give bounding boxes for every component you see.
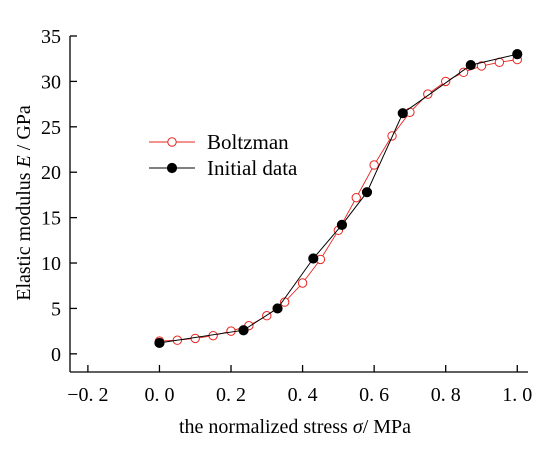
data-point-initial-data [238, 325, 249, 336]
data-point-boltzman [476, 61, 487, 71]
x-axis-title-suffix: / MPa [363, 416, 411, 438]
series-line-initial-data [159, 53, 518, 344]
data-point-initial-data [336, 219, 348, 230]
x-axis-title-symbol: σ [353, 416, 364, 438]
y-tick-label: 20 [41, 162, 61, 184]
data-point-initial-data [512, 49, 523, 60]
x-tick-label: 0. 4 [288, 384, 318, 406]
series-layer [154, 49, 523, 349]
data-point-initial-data [154, 337, 165, 349]
y-tick-label: 25 [41, 117, 61, 139]
legend-marker-boltzman [167, 137, 177, 147]
data-point-initial-data [361, 187, 373, 198]
y-tick-label: 10 [41, 253, 61, 275]
y-tick-label: 35 [41, 26, 61, 48]
data-point-boltzman [351, 192, 361, 203]
x-tick-label: 0. 0 [144, 384, 174, 406]
y-axis-title-prefix: Elastic modulus [13, 167, 35, 300]
x-axis-title: the normalized stress σ/ MPa [179, 416, 411, 438]
data-point-boltzman [441, 76, 451, 87]
axes-layer: 0 5 10 15 20 25 30 35 −0. 2 0. 0 0. 2 0. 4 0. 6 0. 8 1… [41, 26, 532, 406]
data-point-initial-data [465, 59, 476, 71]
data-point-boltzman [369, 160, 379, 170]
y-axis-title: Elastic modulus E / GPa [13, 105, 35, 301]
data-point-initial-data [272, 303, 283, 314]
x-tick-label: 0. 6 [359, 384, 389, 406]
x-tick-label: −0. 2 [67, 384, 108, 406]
data-point-boltzman [297, 278, 308, 288]
y-axis-title-suffix: / GPa [13, 105, 35, 155]
data-point-boltzman [226, 326, 236, 336]
y-tick-label: 15 [41, 208, 61, 230]
data-point-initial-data [397, 108, 408, 119]
x-axis-title-prefix: the normalized stress [179, 416, 353, 438]
data-point-boltzman [458, 67, 469, 78]
y-tick-label: 30 [41, 71, 61, 93]
data-point-boltzman [423, 89, 433, 99]
x-tick-label: 0. 2 [216, 384, 246, 406]
y-tick-label: 0 [51, 344, 61, 366]
series-line-boltzman [159, 59, 518, 342]
x-tick-label: 0. 8 [431, 384, 461, 406]
legend-label-boltzman: Boltzman [207, 130, 289, 154]
legend-label-initial-data: Initial data [207, 156, 298, 180]
x-tick-label: 1. 0 [502, 384, 532, 406]
y-axis-title-symbol: E [13, 155, 35, 168]
data-point-initial-data [308, 253, 319, 264]
legend-marker-initial-data [166, 162, 178, 174]
y-tick-label: 5 [51, 298, 61, 320]
